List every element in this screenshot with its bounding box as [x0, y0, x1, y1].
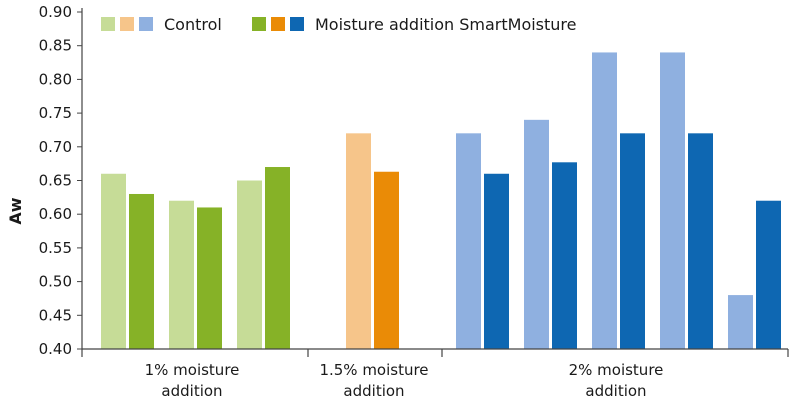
x-group-label: 1.5% moisture [319, 361, 428, 379]
x-group-label: addition [585, 382, 646, 400]
y-tick-label: 0.55 [39, 239, 72, 257]
bar-control [456, 133, 481, 349]
bar-control [660, 52, 685, 349]
bar-moisture-addition [484, 173, 509, 349]
bar-control [101, 173, 126, 349]
y-axis-ticks: 0.40 0.45 0.50 0.55 0.60 0.65 0.70 0.75 0.80 0.85… [39, 3, 82, 358]
bar-control [169, 200, 194, 349]
y-tick-label: 0.90 [39, 3, 72, 21]
bar-control [728, 295, 753, 349]
bar-moisture-addition [688, 133, 713, 349]
y-tick-label: 0.85 [39, 37, 72, 55]
y-tick-label: 0.40 [39, 340, 72, 358]
bar-moisture-addition [265, 167, 290, 349]
legend-swatch [290, 17, 304, 31]
y-tick-label: 0.65 [39, 172, 72, 190]
y-tick-label: 0.60 [39, 205, 72, 223]
legend: Control Moisture addition SmartMoisture [101, 15, 577, 34]
y-tick-label: 0.45 [39, 306, 72, 324]
bar-moisture-addition [197, 207, 222, 349]
y-axis-title: Aw [6, 197, 25, 224]
y-tick-label: 0.80 [39, 70, 72, 88]
bar-moisture-addition [129, 193, 154, 349]
x-group-label: addition [161, 382, 222, 400]
legend-swatch [120, 17, 134, 31]
legend-label: Moisture addition SmartMoisture [315, 15, 577, 34]
bar-control [524, 119, 549, 349]
x-group-label: 2% moisture [569, 361, 664, 379]
bar-control [346, 133, 371, 349]
bars [101, 52, 781, 349]
bar-moisture-addition [374, 171, 399, 349]
x-group-label: addition [343, 382, 404, 400]
y-tick-label: 0.70 [39, 138, 72, 156]
y-tick-label: 0.75 [39, 104, 72, 122]
bar-moisture-addition [756, 200, 781, 349]
bar-control [592, 52, 617, 349]
bar-control [237, 180, 262, 349]
bar-moisture-addition [552, 162, 577, 349]
x-axis-group-labels: 1% moisture addition 1.5% moisture addition… [145, 361, 664, 400]
legend-swatch [252, 17, 266, 31]
legend-swatch [139, 17, 153, 31]
legend-swatch [271, 17, 285, 31]
legend-swatch [101, 17, 115, 31]
axes [81, 8, 789, 357]
x-group-label: 1% moisture [145, 361, 240, 379]
y-tick-label: 0.50 [39, 273, 72, 291]
bar-moisture-addition [620, 133, 645, 349]
legend-label: Control [164, 15, 222, 34]
